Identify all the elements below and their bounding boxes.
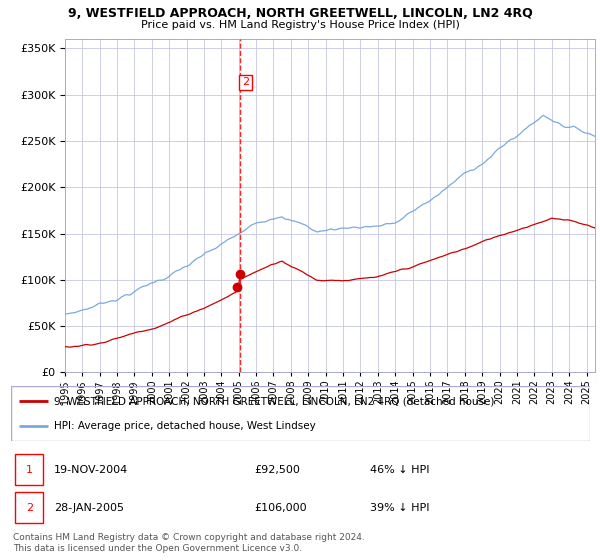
Text: 19-NOV-2004: 19-NOV-2004: [54, 465, 128, 474]
Bar: [16, 492, 43, 524]
Text: 2: 2: [26, 503, 33, 512]
Text: 1: 1: [26, 465, 33, 474]
Text: 9, WESTFIELD APPROACH, NORTH GREETWELL, LINCOLN, LN2 4RQ: 9, WESTFIELD APPROACH, NORTH GREETWELL, …: [68, 7, 532, 20]
Text: 39% ↓ HPI: 39% ↓ HPI: [370, 503, 429, 512]
Text: 2: 2: [242, 77, 249, 87]
Text: Contains HM Land Registry data © Crown copyright and database right 2024.
This d: Contains HM Land Registry data © Crown c…: [13, 533, 365, 553]
Bar: [16, 454, 43, 486]
Text: 9, WESTFIELD APPROACH, NORTH GREETWELL, LINCOLN, LN2 4RQ (detached house): 9, WESTFIELD APPROACH, NORTH GREETWELL, …: [54, 396, 494, 406]
Text: HPI: Average price, detached house, West Lindsey: HPI: Average price, detached house, West…: [54, 422, 316, 431]
Text: £92,500: £92,500: [254, 465, 300, 474]
Text: 46% ↓ HPI: 46% ↓ HPI: [370, 465, 429, 474]
Text: £106,000: £106,000: [254, 503, 307, 512]
Text: Price paid vs. HM Land Registry's House Price Index (HPI): Price paid vs. HM Land Registry's House …: [140, 20, 460, 30]
Text: 28-JAN-2005: 28-JAN-2005: [54, 503, 124, 512]
